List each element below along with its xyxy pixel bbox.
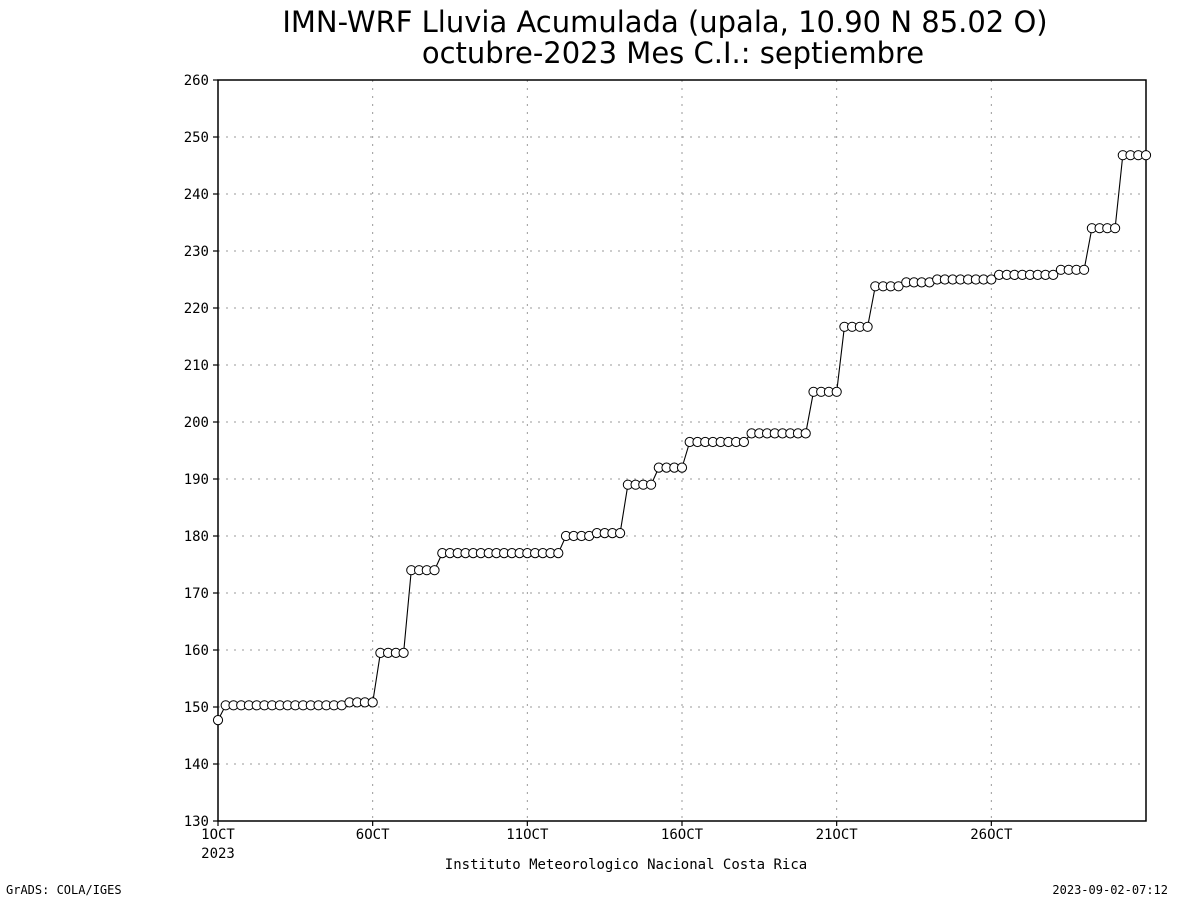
- y-tick-label: 150: [184, 700, 209, 716]
- data-point: [1079, 264, 1090, 275]
- y-tick-label: 220: [184, 301, 209, 317]
- data-point: [1048, 269, 1059, 280]
- y-tick-label: 210: [184, 358, 209, 374]
- data-point: [367, 697, 378, 708]
- x-tick-label: 6OCT: [356, 827, 390, 843]
- series-line: [217, 154, 1146, 721]
- data-point: [646, 479, 657, 490]
- x-tick-label: 21OCT: [816, 827, 859, 843]
- y-tick-label: 170: [184, 586, 209, 602]
- y-tick-label: 130: [184, 814, 209, 830]
- data-point: [1140, 150, 1152, 161]
- y-tick-label: 230: [184, 244, 209, 260]
- series-markers: [212, 150, 1152, 726]
- x-tick-label: 11OCT: [506, 827, 549, 843]
- data-point: [615, 528, 626, 539]
- y-tick-label: 260: [184, 73, 209, 89]
- credit-left: GrADS: COLA/IGES: [6, 883, 122, 897]
- y-tick-label: 140: [184, 757, 209, 773]
- data-point: [429, 565, 440, 576]
- data-point: [1110, 223, 1121, 234]
- x-tick-label: 16OCT: [661, 827, 704, 843]
- data-point: [738, 436, 750, 448]
- chart-title: IMN-WRF Lluvia Acumulada (upala, 10.90 N…: [282, 5, 1047, 39]
- data-point: [986, 274, 997, 285]
- data-point: [831, 386, 842, 397]
- credit-right: 2023-09-02-07:12: [1052, 883, 1168, 897]
- y-tick-label: 240: [184, 187, 209, 203]
- chart-subtitle: octubre-2023 Mes C.I.: septiembre: [422, 36, 924, 70]
- data-point: [676, 462, 688, 473]
- data-point: [212, 715, 224, 726]
- y-axis: 130 140 150 160 170 180 190 200 210 220 230 240 250 2…: [184, 73, 218, 830]
- x-year-label: 2023: [201, 846, 235, 862]
- y-tick-label: 160: [184, 643, 209, 659]
- x-axis: 1OCT 6OCT 11OCT 16OCT 21OCT 26OCT: [201, 821, 1013, 843]
- y-tick-label: 190: [184, 472, 209, 488]
- data-point: [553, 548, 564, 559]
- y-tick-label: 180: [184, 529, 209, 545]
- grid: [218, 80, 1146, 821]
- data-point: [398, 647, 409, 659]
- x-axis-label: Instituto Meteorologico Nacional Costa R…: [445, 857, 807, 873]
- y-tick-label: 200: [184, 415, 209, 431]
- plot-frame: [217, 79, 1147, 822]
- data-point: [862, 321, 873, 332]
- y-tick-label: 250: [184, 130, 209, 146]
- x-tick-label: 1OCT: [201, 827, 235, 843]
- data-point: [800, 428, 811, 439]
- x-tick-label: 26OCT: [970, 827, 1013, 843]
